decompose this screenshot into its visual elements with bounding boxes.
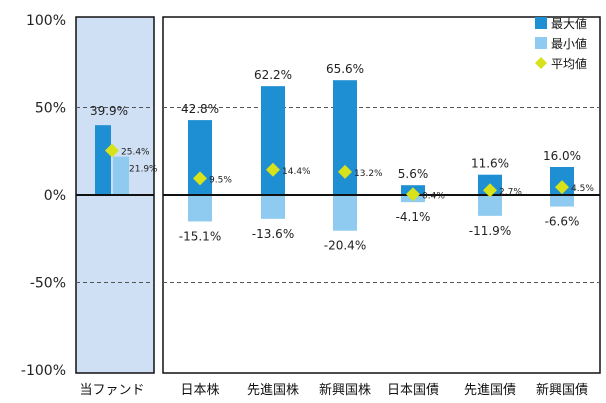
avg-label: 25.4%: [121, 148, 150, 158]
avg-marker: [193, 171, 207, 186]
y-tick-label: -100%: [21, 363, 66, 379]
bar-max: [95, 125, 111, 195]
bar-min: [113, 156, 129, 195]
avg-label: 9.5%: [209, 175, 232, 185]
bar-max: [261, 86, 285, 195]
avg-label: 0.4%: [422, 191, 445, 201]
y-tick-label: 0%: [44, 188, 66, 204]
y-tick-label: 50%: [35, 101, 66, 117]
max-label: 16.0%: [543, 149, 581, 163]
bar-min: [188, 195, 212, 222]
legend-label: 平均値: [551, 56, 587, 71]
legend-swatch-max: [535, 17, 547, 29]
y-tick-label: 100%: [26, 13, 66, 29]
min-label: 21.9%: [129, 165, 158, 175]
category-label: 当ファンド: [79, 383, 144, 398]
min-label: -6.6%: [545, 215, 580, 229]
legend-swatch-avg: [535, 57, 547, 69]
category-label: 日本国債: [387, 383, 439, 398]
avg-marker: [406, 187, 420, 202]
bar-min: [550, 195, 574, 207]
avg-marker: [105, 143, 119, 158]
category-label: 新興国株: [319, 382, 371, 398]
avg-marker: [266, 162, 280, 177]
min-label: -11.9%: [469, 224, 511, 238]
category-label: 日本株: [180, 383, 219, 398]
max-label: 65.6%: [326, 62, 364, 76]
bar-min: [478, 195, 502, 216]
bar-min: [333, 195, 357, 231]
max-label: 62.2%: [254, 68, 292, 82]
avg-label: 4.5%: [571, 184, 594, 194]
legend-label: 最小値: [551, 36, 587, 51]
avg-marker: [555, 180, 569, 195]
max-label: 11.6%: [471, 157, 509, 171]
category-label: 新興国債: [536, 382, 588, 398]
min-label: -20.4%: [324, 239, 366, 253]
legend-label: 最大値: [551, 16, 587, 31]
avg-label: 2.7%: [499, 187, 522, 197]
y-tick-label: -50%: [30, 276, 66, 292]
max-label: 42.8%: [181, 102, 219, 116]
category-label: 先進国株: [247, 383, 299, 398]
avg-marker: [338, 164, 352, 179]
bar-min: [261, 195, 285, 219]
avg-marker: [483, 183, 497, 198]
min-label: -15.1%: [179, 229, 221, 243]
category-label: 先進国債: [464, 383, 516, 398]
avg-label: 14.4%: [282, 167, 311, 177]
max-label: 39.9%: [90, 104, 128, 118]
min-label: -4.1%: [396, 210, 431, 224]
legend-swatch-min: [535, 37, 547, 49]
max-label: 5.6%: [398, 167, 429, 181]
avg-label: 13.2%: [354, 169, 383, 179]
min-label: -13.6%: [252, 227, 294, 241]
